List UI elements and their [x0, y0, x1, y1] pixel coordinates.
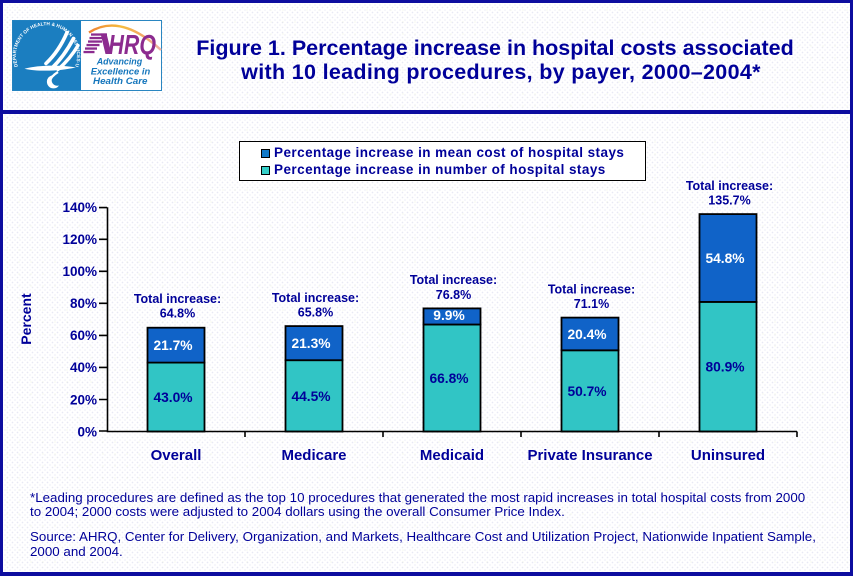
svg-text:Total increase:: Total increase: — [548, 282, 635, 296]
svg-text:71.1%: 71.1% — [574, 297, 609, 311]
svg-text:21.3%: 21.3% — [291, 336, 330, 351]
svg-text:Uninsured: Uninsured — [691, 447, 765, 464]
svg-text:140%: 140% — [62, 200, 97, 215]
svg-text:Medicaid: Medicaid — [420, 447, 484, 464]
svg-text:64.8%: 64.8% — [160, 307, 195, 321]
svg-text:80%: 80% — [70, 296, 97, 311]
svg-text:Overall: Overall — [151, 447, 202, 464]
svg-text:50.7%: 50.7% — [567, 384, 606, 399]
svg-text:80.9%: 80.9% — [705, 360, 744, 375]
svg-text:20%: 20% — [70, 392, 97, 407]
svg-text:66.8%: 66.8% — [429, 371, 468, 386]
svg-text:Excellence in: Excellence in — [91, 66, 151, 77]
svg-text:21.7%: 21.7% — [153, 338, 192, 353]
svg-text:Percent: Percent — [18, 293, 34, 345]
svg-text:60%: 60% — [70, 328, 97, 343]
svg-text:120%: 120% — [62, 232, 97, 247]
svg-text:Total increase:: Total increase: — [272, 291, 359, 305]
svg-text:HRQ: HRQ — [109, 29, 157, 60]
svg-text:9.9%: 9.9% — [433, 308, 464, 323]
svg-text:Advancing: Advancing — [96, 57, 143, 68]
svg-text:Health Care: Health Care — [93, 76, 148, 87]
svg-text:Medicare: Medicare — [281, 447, 346, 464]
svg-text:65.8%: 65.8% — [298, 306, 333, 320]
svg-text:76.8%: 76.8% — [436, 288, 471, 302]
svg-text:43.0%: 43.0% — [153, 390, 192, 405]
svg-text:Total increase:: Total increase: — [134, 292, 221, 306]
svg-text:54.8%: 54.8% — [705, 251, 744, 266]
svg-text:Total increase:: Total increase: — [410, 273, 497, 287]
svg-text:100%: 100% — [62, 264, 97, 279]
svg-text:Private Insurance: Private Insurance — [527, 447, 652, 464]
svg-text:135.7%: 135.7% — [708, 194, 750, 208]
svg-text:Total increase:: Total increase: — [686, 179, 773, 193]
svg-text:44.5%: 44.5% — [291, 389, 330, 404]
svg-text:40%: 40% — [70, 360, 97, 375]
svg-text:20.4%: 20.4% — [567, 327, 606, 342]
svg-text:0%: 0% — [77, 424, 97, 439]
